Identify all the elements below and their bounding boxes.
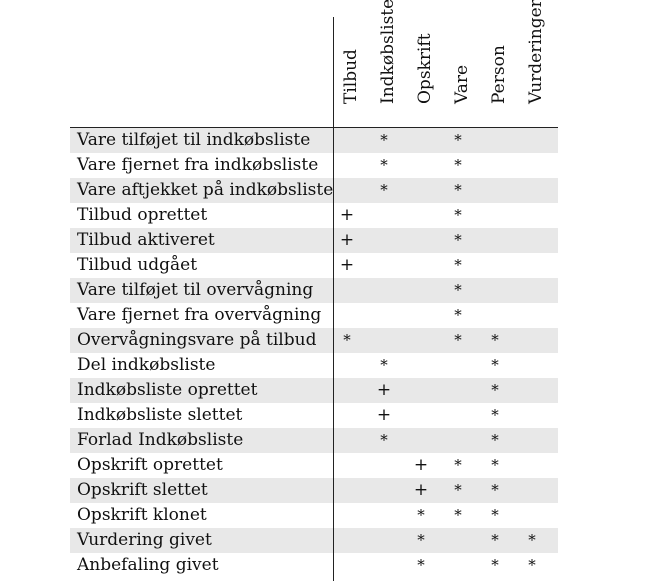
table-row: Vare fjernet fra overvågning * (70, 303, 558, 328)
asterisk-mark: * (454, 206, 462, 224)
table-row: Forlad Indkøbsliste * * (70, 428, 558, 453)
column-header-label: Person (489, 45, 509, 104)
column-header-label: Tilbud (341, 49, 361, 104)
asterisk-mark: * (454, 456, 462, 474)
column-header-4: Person (481, 14, 517, 122)
row-label: Del indkøbsliste (77, 355, 216, 375)
asterisk-mark: * (491, 431, 499, 449)
table-row: Vare tilføjet til indkøbsliste * * (70, 128, 558, 153)
row-label: Vare fjernet fra indkøbsliste (77, 155, 319, 175)
asterisk-mark: * (454, 306, 462, 324)
table-row: Indkøbsliste oprettet + * (70, 378, 558, 403)
row-label: Tilbud udgået (77, 255, 198, 275)
row-label: Vare aftjekket på indkøbsliste (77, 180, 334, 200)
table-row: Vare fjernet fra indkøbsliste * * (70, 153, 558, 178)
column-header-label: Indkøbsliste (378, 0, 398, 104)
plus-mark: + (413, 480, 429, 500)
table-row: Indkøbsliste slettet + * (70, 403, 558, 428)
asterisk-mark: * (491, 406, 499, 424)
plus-mark: + (376, 380, 392, 400)
table-row: Tilbud aktiveret + * (70, 228, 558, 253)
column-header-2: Opskrift (407, 14, 443, 122)
column-header-label: Opskrift (415, 33, 435, 104)
asterisk-mark: * (454, 156, 462, 174)
asterisk-mark: * (454, 281, 462, 299)
plus-mark: + (413, 455, 429, 475)
table-row: Del indkøbsliste * * (70, 353, 558, 378)
asterisk-mark: * (343, 331, 351, 349)
asterisk-mark: * (380, 356, 388, 374)
asterisk-mark: * (454, 481, 462, 499)
row-label: Vare tilføjet til overvågning (77, 280, 314, 300)
asterisk-mark: * (491, 556, 499, 574)
asterisk-mark: * (417, 556, 425, 574)
column-header-label: Vurderinger (526, 0, 546, 104)
asterisk-mark: * (380, 431, 388, 449)
row-label: Opskrift oprettet (77, 455, 223, 475)
asterisk-mark: * (454, 181, 462, 199)
plus-mark: + (339, 230, 355, 250)
asterisk-mark: * (491, 331, 499, 349)
vertical-rule (333, 17, 334, 581)
table-row: Anbefaling givet * * * (70, 553, 558, 578)
asterisk-mark: * (417, 506, 425, 524)
asterisk-mark: * (491, 506, 499, 524)
row-label: Opskrift klonet (77, 505, 207, 525)
row-label: Opskrift slettet (77, 480, 208, 500)
asterisk-mark: * (491, 531, 499, 549)
plus-mark: + (376, 405, 392, 425)
asterisk-mark: * (380, 181, 388, 199)
row-label: Indkøbsliste oprettet (77, 380, 258, 400)
row-label: Overvågningsvare på tilbud (77, 330, 317, 350)
row-label: Indkøbsliste slettet (77, 405, 243, 425)
asterisk-mark: * (380, 131, 388, 149)
column-header-3: Vare (444, 14, 480, 122)
column-header-label: Vare (452, 64, 472, 104)
plus-mark: + (339, 255, 355, 275)
asterisk-mark: * (417, 531, 425, 549)
table-row: Opskrift klonet * * * (70, 503, 558, 528)
asterisk-mark: * (491, 356, 499, 374)
table-row: Opskrift slettet + * * (70, 478, 558, 503)
row-label: Vare fjernet fra overvågning (77, 305, 322, 325)
table-row: Tilbud oprettet + * (70, 203, 558, 228)
asterisk-mark: * (491, 381, 499, 399)
row-label: Tilbud oprettet (77, 205, 208, 225)
asterisk-mark: * (491, 481, 499, 499)
row-label: Tilbud aktiveret (77, 230, 215, 250)
plus-mark: + (339, 205, 355, 225)
column-header-5: Vurderinger (518, 0, 554, 122)
asterisk-mark: * (528, 556, 536, 574)
column-header-0: Tilbud (333, 14, 369, 122)
asterisk-mark: * (454, 256, 462, 274)
table-row: Overvågningsvare på tilbud * * * (70, 328, 558, 353)
table-row: Opskrift oprettet + * * (70, 453, 558, 478)
column-header-1: Indkøbsliste (370, 0, 406, 122)
table-row: Vurdering givet * * * (70, 528, 558, 553)
row-label: Anbefaling givet (77, 555, 219, 575)
asterisk-mark: * (528, 531, 536, 549)
table-row: Vare tilføjet til overvågning * (70, 278, 558, 303)
asterisk-mark: * (454, 331, 462, 349)
asterisk-mark: * (454, 131, 462, 149)
asterisk-mark: * (380, 156, 388, 174)
row-label: Vare tilføjet til indkøbsliste (77, 130, 311, 150)
row-label: Vurdering givet (77, 530, 212, 550)
header-rule (70, 127, 558, 128)
asterisk-mark: * (491, 456, 499, 474)
asterisk-mark: * (454, 231, 462, 249)
table-row: Tilbud udgået + * (70, 253, 558, 278)
asterisk-mark: * (454, 506, 462, 524)
row-label: Forlad Indkøbsliste (77, 430, 244, 450)
table-row: Vare aftjekket på indkøbsliste * * (70, 178, 558, 203)
